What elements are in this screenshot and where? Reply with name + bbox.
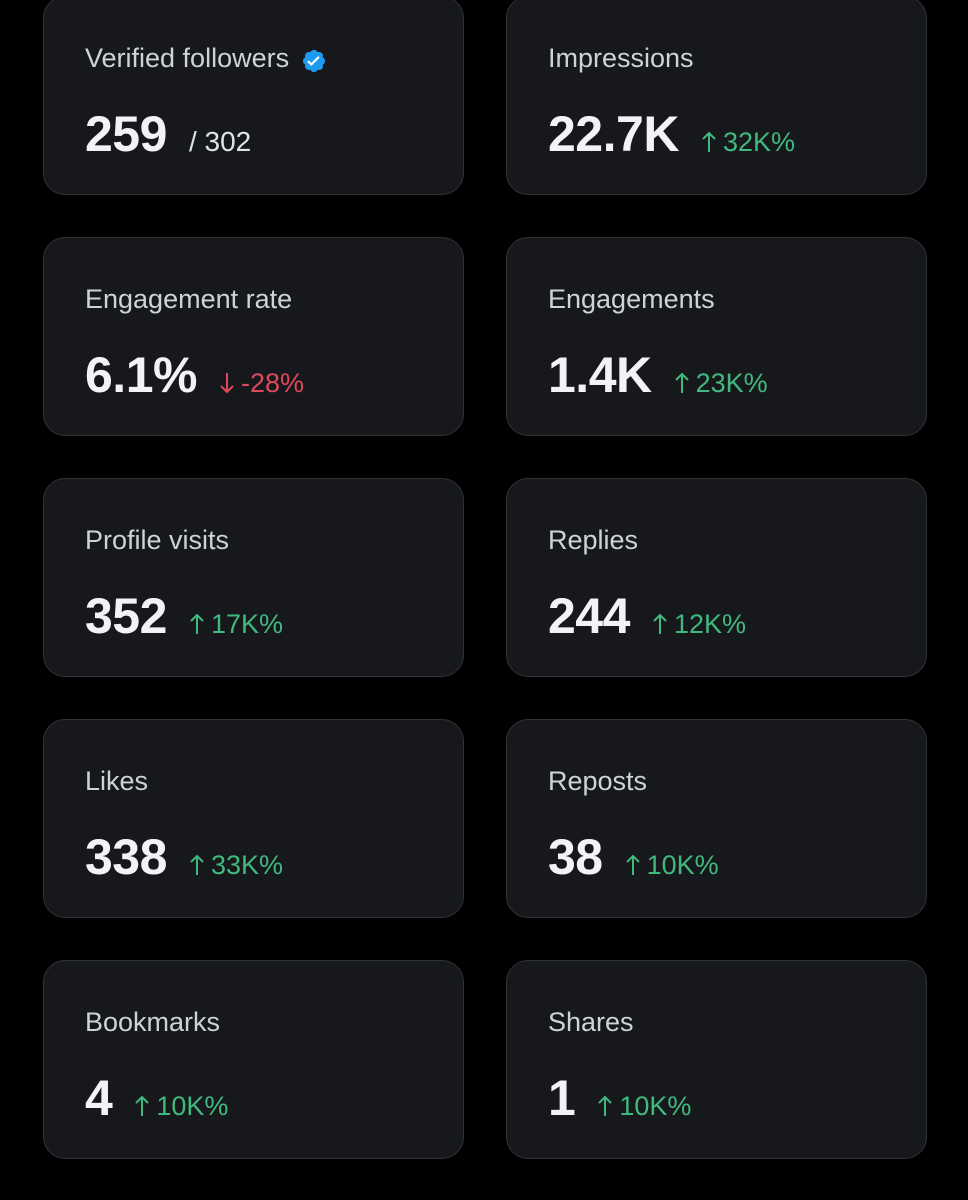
delta-text: 10K% (619, 1091, 692, 1121)
value-row: 1.4K 23K% (548, 346, 768, 404)
delta-text: 10K% (646, 850, 719, 880)
verified-followers-card[interactable]: Verified followers 259 / 302 (43, 0, 464, 195)
reposts-card[interactable]: Reposts 38 10K% (506, 719, 927, 918)
impressions-label: Impressions (548, 43, 694, 73)
replies-delta: 12K% (652, 609, 746, 640)
profile-visits-card[interactable]: Profile visits 352 17K% (43, 478, 464, 677)
engagements-label: Engagements (548, 284, 715, 314)
shares-delta: 10K% (597, 1091, 691, 1122)
verified-badge-icon (301, 48, 327, 74)
value-row: 1 10K% (548, 1069, 691, 1127)
value-row: 338 33K% (85, 828, 283, 886)
verified-followers-value: 259 (85, 106, 167, 162)
value-row: 244 12K% (548, 587, 746, 645)
bookmarks-card[interactable]: Bookmarks 4 10K% (43, 960, 464, 1159)
replies-value: 244 (548, 588, 630, 644)
reposts-delta: 10K% (625, 850, 719, 881)
arrow-up-icon (134, 1093, 150, 1116)
delta-text: 33K% (210, 850, 283, 880)
delta-text: -28% (240, 368, 304, 398)
engagement-rate-label: Engagement rate (85, 284, 293, 314)
impressions-value: 22.7K (548, 106, 679, 162)
bookmarks-value: 4 (85, 1070, 113, 1126)
shares-card[interactable]: Shares 1 10K% (506, 960, 927, 1159)
arrow-up-icon (652, 611, 668, 634)
engagement-rate-delta: -28% (219, 368, 304, 399)
profile-visits-value: 352 (85, 588, 167, 644)
bookmarks-label: Bookmarks (85, 1007, 221, 1037)
shares-label: Shares (548, 1007, 634, 1037)
reposts-label: Reposts (548, 766, 648, 796)
delta-text: 10K% (156, 1091, 229, 1121)
arrow-up-icon (189, 611, 205, 634)
verified-followers-label: Verified followers (85, 43, 290, 73)
profile-visits-label: Profile visits (85, 525, 230, 555)
reposts-value: 38 (548, 829, 603, 885)
arrow-up-icon (701, 129, 717, 152)
value-row: 38 10K% (548, 828, 719, 886)
verified-followers-total: / 302 (188, 126, 252, 157)
value-row: 352 17K% (85, 587, 283, 645)
delta-text: 32K% (722, 127, 795, 157)
engagements-value: 1.4K (548, 347, 652, 403)
delta-text: 17K% (210, 609, 283, 639)
arrow-up-icon (674, 370, 690, 393)
value-row: 259 / 302 (85, 105, 251, 163)
replies-label: Replies (548, 525, 639, 555)
arrow-down-icon (219, 370, 235, 394)
likes-delta: 33K% (189, 850, 283, 881)
replies-card[interactable]: Replies 244 12K% (506, 478, 927, 677)
engagement-rate-value: 6.1% (85, 347, 197, 403)
bookmarks-delta: 10K% (134, 1091, 228, 1122)
delta-text: 12K% (673, 609, 746, 639)
value-row: 6.1% -28% (85, 346, 304, 404)
arrow-up-icon (597, 1093, 613, 1116)
profile-visits-delta: 17K% (189, 609, 283, 640)
engagement-rate-card[interactable]: Engagement rate 6.1% -28% (43, 237, 464, 436)
delta-text: 23K% (695, 368, 768, 398)
analytics-grid: Verified followers 259 / 302 Impressions… (43, 0, 927, 1159)
engagements-card[interactable]: Engagements 1.4K 23K% (506, 237, 927, 436)
value-row: 22.7K 32K% (548, 105, 795, 163)
impressions-card[interactable]: Impressions 22.7K 32K% (506, 0, 927, 195)
likes-label: Likes (85, 766, 149, 796)
impressions-delta: 32K% (701, 127, 795, 158)
card-label: Verified followers (85, 43, 327, 74)
arrow-up-icon (625, 852, 641, 875)
likes-value: 338 (85, 829, 167, 885)
value-row: 4 10K% (85, 1069, 228, 1127)
engagements-delta: 23K% (674, 368, 768, 399)
shares-value: 1 (548, 1070, 576, 1126)
arrow-up-icon (189, 852, 205, 875)
likes-card[interactable]: Likes 338 33K% (43, 719, 464, 918)
